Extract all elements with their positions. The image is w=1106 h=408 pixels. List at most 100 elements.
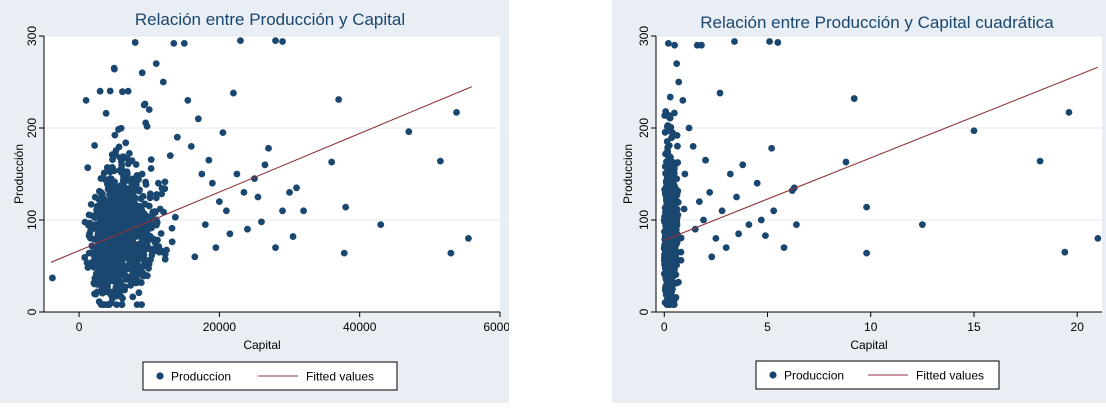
data-point [695,198,703,206]
data-point [124,243,132,251]
data-point [127,281,135,289]
data-point [95,298,103,306]
data-point [118,169,126,177]
data-point [156,205,164,213]
data-point [142,119,150,127]
data-point [161,185,169,193]
data-point [116,212,123,219]
data-point [118,194,126,202]
data-point [670,301,678,309]
data-point [735,230,742,238]
data-point [1061,248,1069,256]
legend-label-fitted: Fitted values [306,370,374,384]
data-point [161,178,169,186]
scatter-points [660,38,1102,309]
data-point [170,39,178,47]
data-point [757,216,765,224]
data-point [134,265,142,273]
data-point [153,191,161,198]
data-point [770,207,778,215]
data-point [184,97,192,104]
data-point [133,259,141,267]
data-point [850,95,858,102]
data-point [105,301,113,309]
x-tick-label: 0 [76,320,83,334]
data-point [122,189,130,197]
data-point [863,203,871,211]
data-point [674,159,682,166]
x-tick-label: 60000 [483,320,509,334]
data-point [106,288,114,296]
data-point [129,238,137,245]
data-point [180,39,188,47]
data-point [104,282,111,290]
data-point [918,221,926,229]
data-point [671,41,678,49]
data-point [119,88,126,96]
data-point [159,78,167,86]
data-point [265,144,272,152]
data-point [98,285,106,292]
data-point [140,221,148,229]
data-point [111,131,119,139]
data-point [662,227,670,235]
data-point [142,178,150,186]
data-point [151,208,159,215]
data-point [663,177,670,185]
data-point [377,221,385,229]
data-point [103,201,111,209]
data-point [124,87,132,95]
data-point [289,233,297,240]
x-tick-label: 10 [864,320,878,334]
data-point [768,144,776,152]
data-point [261,161,269,169]
data-point [133,301,141,309]
data-point [665,157,673,164]
data-point [123,154,131,162]
data-point [131,39,139,46]
data-point [108,256,116,264]
data-point [662,284,670,291]
y-tick-label: 300 [637,26,651,46]
data-point [689,143,697,150]
data-point [92,254,100,262]
data-point [110,241,118,249]
data-point [141,200,149,208]
y-tick-label: 100 [25,210,39,230]
data-point [685,124,693,132]
data-point [173,133,181,141]
data-point [762,232,769,240]
data-point [201,221,209,229]
data-point [152,60,160,67]
data-point [154,179,162,187]
data-point [82,97,90,104]
scatter-points [49,37,472,309]
x-tick-label: 20 [1071,320,1085,334]
data-point [405,128,413,136]
data-point [722,244,730,252]
data-point [706,189,714,196]
data-point [677,248,685,256]
data-point [153,219,161,226]
data-point [665,203,673,211]
data-point [116,287,124,295]
data-point [166,152,174,160]
data-point [223,207,230,215]
data-point [673,175,681,183]
data-point [120,238,128,246]
data-point [155,248,163,256]
data-point [970,127,978,135]
data-point [111,214,118,222]
data-point [125,196,133,204]
data-point [117,186,125,194]
data-point [328,158,336,166]
data-point [84,164,92,172]
legend-label-produccion: Produccion [784,369,844,383]
data-point [140,251,148,258]
data-point [733,193,740,201]
data-point [677,234,685,242]
data-point [244,225,251,233]
legend-marker-points [156,372,164,380]
data-point [668,255,676,263]
data-point [134,203,142,211]
